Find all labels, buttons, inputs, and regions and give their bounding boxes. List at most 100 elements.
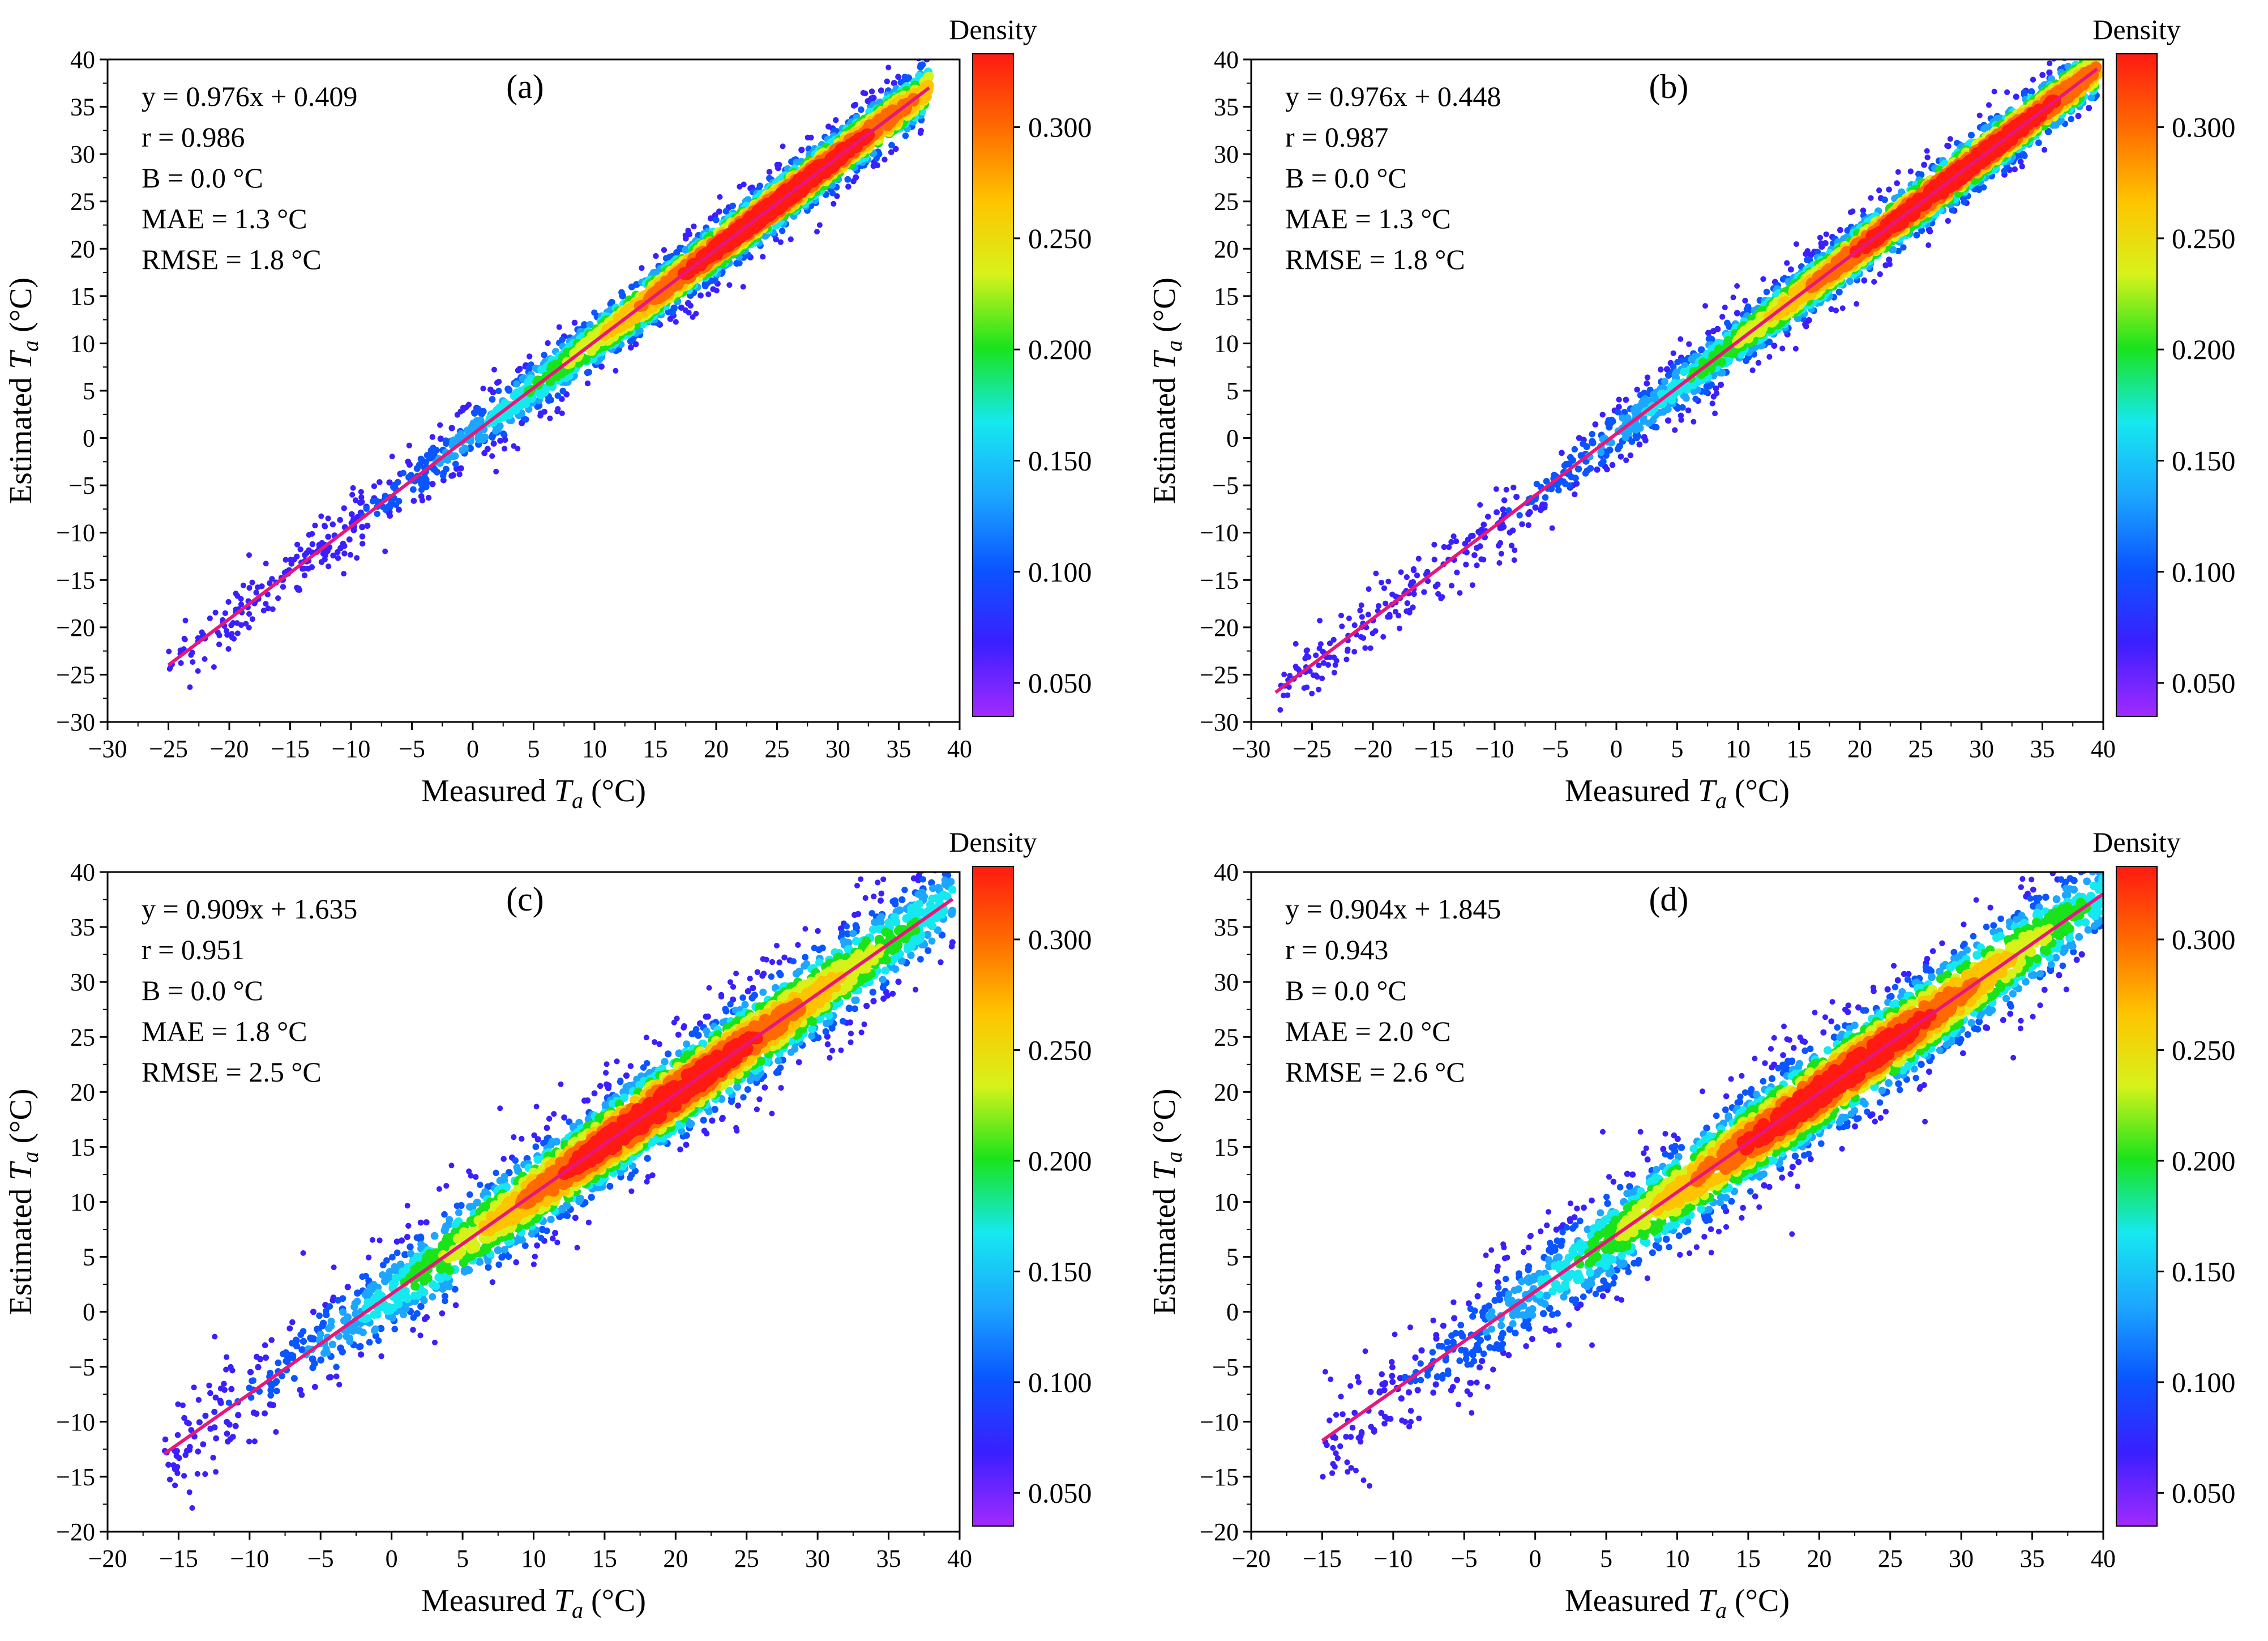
scatter-point: [1319, 676, 1325, 681]
scatter-point: [691, 223, 697, 229]
scatter-point: [229, 1368, 236, 1374]
scatter-point: [808, 134, 814, 141]
scatter-point: [433, 447, 440, 454]
scatter-point: [1367, 645, 1373, 651]
scatter-point: [1310, 672, 1316, 678]
scatter-point: [1779, 345, 1786, 352]
scatter-point: [1359, 614, 1365, 620]
scatter-point: [246, 625, 252, 631]
scatter-point: [802, 926, 808, 932]
scatter-point: [1316, 686, 1322, 693]
scatter-point: [824, 1033, 831, 1040]
scatter-point: [230, 1434, 236, 1440]
scatter-point: [1877, 271, 1883, 277]
stat-rmse: RMSE = 1.8 °C: [1285, 243, 1465, 275]
scatter-point: [162, 1436, 169, 1443]
scatter-point: [299, 566, 306, 572]
scatter-point: [262, 1410, 268, 1417]
scatter-point: [273, 1429, 279, 1435]
scatter-point: [297, 546, 303, 553]
scatter-point: [300, 1250, 306, 1256]
scatter-point: [376, 1237, 383, 1243]
scatter-point: [554, 392, 562, 399]
scatter-point: [754, 969, 761, 976]
scatter-point: [1441, 544, 1447, 550]
scatter-point: [181, 1414, 187, 1421]
scatter-point: [288, 561, 295, 567]
scatter-point: [880, 876, 887, 882]
scatter-point: [1454, 569, 1460, 576]
scatter-point: [1714, 326, 1721, 332]
colorbar-tick-label: 0.100: [1028, 556, 1092, 588]
scatter-point: [1277, 707, 1283, 713]
scatter-point: [399, 1237, 405, 1244]
scatter-point: [232, 1422, 239, 1429]
scatter-point: [545, 340, 551, 347]
scatter-point: [1380, 634, 1387, 640]
scatter-point: [652, 268, 660, 277]
scatter-point: [928, 863, 935, 869]
scatter-point: [1925, 227, 1932, 233]
scatter-point: [349, 492, 356, 498]
y-axis-subscript: a: [1161, 340, 1187, 352]
y-axis-subscript: a: [18, 340, 43, 352]
scatter-point: [422, 458, 430, 466]
scatter-point: [513, 380, 521, 388]
colorbar-tick-label: 0.050: [2172, 667, 2236, 699]
scatter-point: [1383, 600, 1389, 606]
scatter-point: [322, 523, 328, 529]
scatter-point: [661, 247, 667, 253]
scatter-point: [883, 989, 890, 995]
scatter-point: [585, 1219, 592, 1225]
scatter-point: [1365, 612, 1371, 618]
scatter-point: [461, 445, 469, 452]
scatter-point: [1403, 574, 1410, 580]
scatter-point: [1503, 486, 1509, 493]
scatter-point: [1894, 180, 1900, 186]
y-tick-label: −30: [56, 708, 95, 736]
fit-line: [1274, 67, 2099, 694]
scatter-point: [1293, 640, 1299, 647]
scatter-point: [178, 660, 184, 666]
scatter-point: [263, 561, 269, 567]
scatter-point: [1913, 232, 1920, 239]
scatter-point: [337, 516, 343, 523]
scatter-point: [1703, 383, 1710, 390]
scatter-point: [710, 286, 716, 292]
scatter-point: [298, 1392, 305, 1398]
scatter-point: [326, 563, 332, 570]
scatter-point: [1691, 418, 1697, 425]
x-tick-label: 20: [704, 735, 729, 763]
scatter-point: [716, 208, 722, 215]
scatter-point: [1525, 522, 1531, 528]
scatter-point: [921, 48, 926, 54]
scatter-point: [1421, 589, 1427, 595]
x-tick-label: 40: [2091, 735, 2116, 763]
scatter-point: [707, 215, 714, 222]
scatter-point: [212, 1334, 218, 1340]
scatter-point: [1480, 522, 1487, 528]
scatter-point: [827, 1054, 833, 1061]
scatter-point: [2042, 147, 2048, 153]
scatter-point: [1634, 386, 1640, 393]
scatter-point: [1373, 570, 1379, 576]
scatter-point: [2077, 40, 2082, 46]
scatter-point: [410, 1327, 416, 1333]
scatter-point: [173, 1452, 180, 1459]
scatter-point: [454, 412, 461, 418]
scatter-point: [325, 515, 331, 522]
scatter-point: [863, 1002, 870, 1010]
scatter-point: [490, 389, 497, 396]
scatter-point: [853, 174, 859, 181]
scatter-point: [467, 445, 474, 452]
x-tick-label: 0: [467, 735, 479, 763]
x-tick-label: −30: [1232, 735, 1271, 763]
scatter-point: [289, 1319, 296, 1326]
scatter-point: [491, 366, 497, 373]
x-tick-label: 25: [765, 735, 790, 763]
scatter-point: [788, 236, 794, 242]
scatter-point: [383, 1257, 390, 1264]
scatter-point: [170, 1462, 177, 1468]
panel-label: (a): [506, 68, 544, 105]
scatter-point: [1616, 404, 1622, 410]
